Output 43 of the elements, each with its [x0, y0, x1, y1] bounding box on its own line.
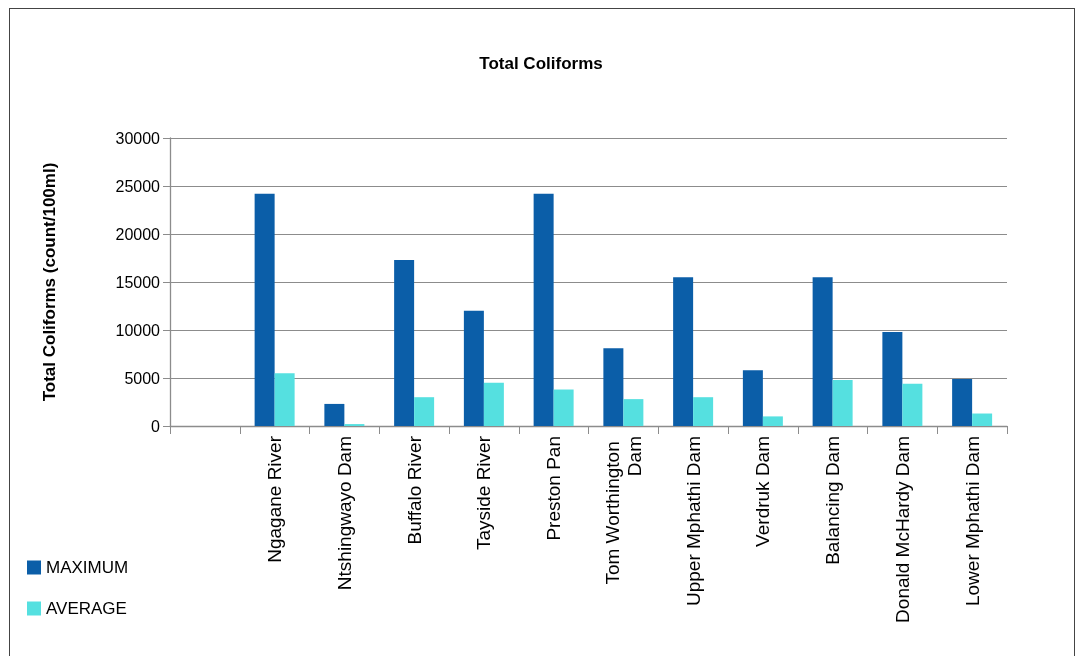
- y-tick-label: 5000: [124, 369, 161, 387]
- x-tick-label: Ngagane River: [264, 435, 286, 563]
- y-tick-label: 10000: [115, 321, 161, 339]
- bar: [483, 382, 504, 426]
- bar: [762, 416, 783, 426]
- x-tick-label: Lower Mphathi Dam: [961, 436, 983, 607]
- y-tick-label: 25000: [115, 177, 161, 195]
- y-tick-label: 0: [151, 417, 161, 435]
- x-tick-label: Upper Mphathi Dam: [682, 436, 704, 607]
- bar: [254, 193, 275, 426]
- x-tick-label: Verdruk Dam: [752, 436, 774, 547]
- legend-label: AVERAGE: [46, 599, 127, 618]
- x-tick-label: Tayside River: [473, 435, 495, 551]
- x-tick-label: Tom Worthington Dam: [601, 436, 645, 585]
- x-tick-label: Ntshingwayo Dam: [333, 436, 355, 591]
- bar: [972, 413, 993, 426]
- bar: [553, 389, 574, 426]
- bar: [394, 259, 415, 426]
- bar: [832, 379, 853, 426]
- x-tick-label: Balancing Dam: [822, 436, 844, 565]
- legend-label: MAXIMUM: [46, 558, 129, 577]
- bar: [274, 373, 295, 426]
- y-tick-label: 30000: [115, 129, 161, 147]
- bar: [324, 403, 345, 426]
- y-tick-label: 15000: [115, 273, 161, 291]
- y-axis-title: Total Coliforms (count/100ml): [40, 162, 59, 402]
- bar: [812, 277, 833, 426]
- bar: [673, 277, 694, 426]
- x-tick-label: Donald McHardy Dam: [891, 436, 913, 623]
- x-tick-label: Buffalo River: [403, 435, 425, 545]
- bar: [533, 193, 554, 426]
- bar: [463, 310, 484, 426]
- bar: [952, 378, 973, 426]
- bar: [414, 397, 435, 426]
- bar: [902, 383, 923, 426]
- y-tick-label: 20000: [115, 225, 161, 243]
- bar: [742, 370, 763, 426]
- x-tick-label: Preston Pan: [543, 436, 565, 541]
- bar: [603, 348, 624, 426]
- chart-title: Total Coliforms: [479, 54, 603, 73]
- bar: [693, 397, 714, 426]
- bar: [623, 399, 644, 426]
- bar: [882, 331, 903, 426]
